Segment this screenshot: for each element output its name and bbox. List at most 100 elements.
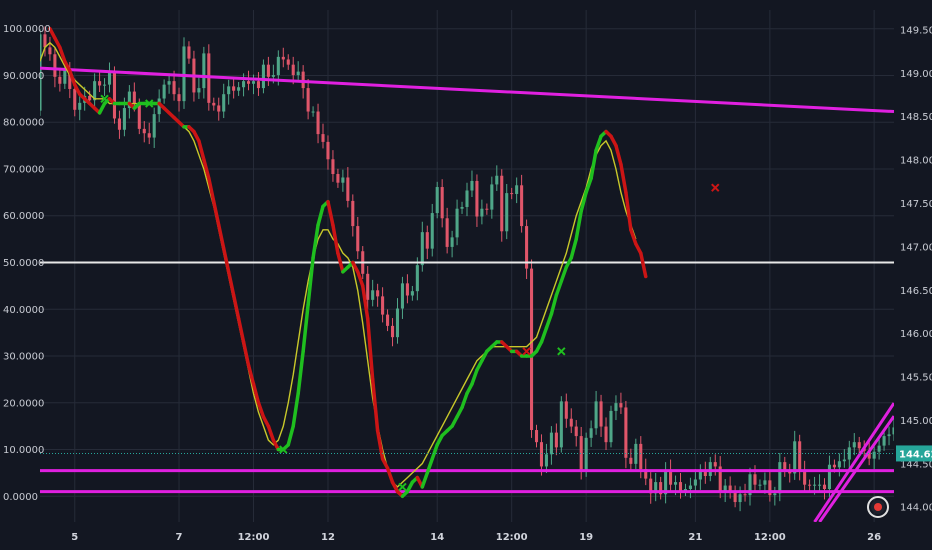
oscillator-segment xyxy=(261,415,271,428)
candle-body xyxy=(122,108,126,130)
candle-body xyxy=(659,482,663,495)
candle-body xyxy=(654,482,658,494)
oscillator-segment xyxy=(435,433,444,447)
candle-body xyxy=(872,451,876,459)
candle-body xyxy=(68,69,72,89)
candle-body xyxy=(688,485,692,490)
candle-body xyxy=(683,489,688,491)
candle-body xyxy=(435,187,439,214)
candle-body xyxy=(390,325,395,338)
oscillator-segment xyxy=(460,391,469,410)
oscillator-segment xyxy=(326,199,335,227)
candle-body xyxy=(93,81,97,101)
x-axis-tick-label: 12:00 xyxy=(754,532,786,543)
oscillator-segment xyxy=(316,204,325,227)
candle-body xyxy=(381,296,385,315)
candle-body xyxy=(867,450,871,459)
signal-markers xyxy=(100,94,720,492)
oscillator-segment xyxy=(390,480,400,494)
last-price-label: 144.620 xyxy=(899,449,932,460)
oscillator-segment xyxy=(594,134,603,153)
candle-body xyxy=(634,443,638,464)
oscillator-segment xyxy=(629,228,638,246)
candle-body xyxy=(256,81,261,89)
oscillator-segment xyxy=(584,176,593,195)
oscillator-segment xyxy=(539,326,549,344)
candle-body xyxy=(261,64,265,89)
candle-body xyxy=(813,484,817,486)
price-candles xyxy=(40,26,894,512)
x-axis-tick-label: 12:00 xyxy=(238,532,270,543)
bull-cross-marker xyxy=(279,445,288,454)
candle-body xyxy=(837,461,841,468)
candle-body xyxy=(246,81,251,84)
right-axis-tick-label: 144.500 xyxy=(900,459,932,470)
candle-body xyxy=(40,34,42,111)
candle-body xyxy=(400,283,404,309)
bear-cross-marker xyxy=(522,347,531,356)
candle-body xyxy=(405,283,409,296)
trend-lines xyxy=(40,66,894,522)
oscillator-segment xyxy=(351,260,360,274)
trend-line xyxy=(813,402,894,522)
alert-icon[interactable] xyxy=(867,496,889,518)
candle-body xyxy=(112,71,117,119)
candle-body xyxy=(788,471,792,474)
candle-body xyxy=(296,71,300,76)
oscillator-segment xyxy=(589,148,598,181)
candle-body xyxy=(554,432,558,448)
candle-body xyxy=(276,56,280,76)
candle-body xyxy=(266,64,270,77)
candle-body xyxy=(534,430,539,443)
oscillator-segment xyxy=(549,293,559,316)
right-axis-tick-label: 148.500 xyxy=(900,112,932,123)
candle-body xyxy=(73,88,77,110)
candle-body xyxy=(564,401,568,419)
last-price-tag: 144.620 xyxy=(40,445,932,462)
oscillator-segment xyxy=(475,358,484,372)
candle-body xyxy=(515,185,519,194)
candle-body xyxy=(852,442,856,448)
oscillator-segment xyxy=(579,190,588,213)
oscillator-segment xyxy=(564,256,574,269)
left-axis-tick-label: 100.0000 xyxy=(3,24,51,35)
candle-body xyxy=(808,484,812,486)
candle-body xyxy=(574,426,578,437)
oscillator-segment xyxy=(534,340,544,354)
oscillator-segment xyxy=(212,199,221,227)
right-axis-tick-label: 147.500 xyxy=(900,199,932,210)
candle-body xyxy=(495,175,499,185)
oscillator-segment xyxy=(73,83,82,96)
candle-body xyxy=(753,474,757,485)
x-axis-tick-label: 7 xyxy=(176,532,183,543)
x-axis-tick-label: 14 xyxy=(430,532,444,543)
left-axis-tick-label: 30.0000 xyxy=(3,352,44,363)
axes: 100.000090.000080.000070.000060.000050.0… xyxy=(3,24,932,543)
candle-body xyxy=(599,401,603,427)
oscillator-segment xyxy=(241,340,251,368)
candle-body xyxy=(445,218,449,247)
candle-body xyxy=(773,493,777,496)
candle-body xyxy=(301,71,305,89)
oscillator-segment xyxy=(202,157,211,181)
oscillator-segment xyxy=(291,391,300,428)
alert-dot xyxy=(874,503,882,511)
candle-body xyxy=(847,447,851,460)
oscillator-segment xyxy=(58,45,67,64)
bull-cross-marker xyxy=(557,347,566,356)
candle-body xyxy=(291,64,295,76)
right-axis-tick-label: 145.000 xyxy=(900,416,932,427)
candle-body xyxy=(549,432,553,455)
bull-cross-marker xyxy=(145,99,154,108)
candle-body xyxy=(842,459,846,462)
candle-body xyxy=(271,75,275,77)
candle-body xyxy=(48,47,52,55)
oscillator-segment xyxy=(207,176,216,204)
candle-body xyxy=(629,457,633,464)
candle-body xyxy=(53,54,57,77)
candle-body xyxy=(152,114,156,138)
oscillator-segment xyxy=(375,429,385,461)
bull-cross-marker xyxy=(398,482,407,492)
oscillator-segment xyxy=(231,293,241,321)
